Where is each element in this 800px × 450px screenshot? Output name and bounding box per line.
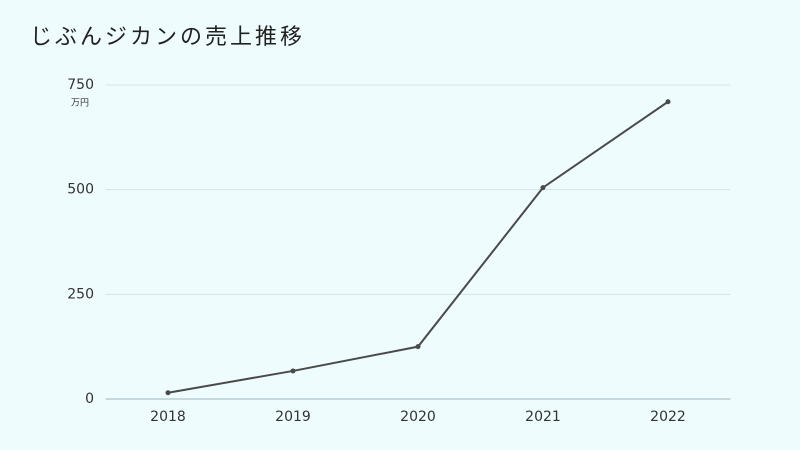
y-tick-label: 500 <box>67 182 94 198</box>
x-tick-label: 2019 <box>275 409 311 425</box>
x-tick-label: 2018 <box>150 409 186 425</box>
y-unit-label: 万円 <box>71 98 89 109</box>
y-tick-label: 0 <box>85 391 94 407</box>
y-tick-label: 250 <box>67 286 94 302</box>
data-point <box>290 368 296 374</box>
data-point <box>165 390 171 396</box>
x-tick-label: 2022 <box>650 409 686 425</box>
data-point <box>665 99 671 105</box>
data-point <box>540 185 546 191</box>
x-tick-label: 2020 <box>400 409 436 425</box>
chart-title: じぶんジカンの売上推移 <box>30 25 305 50</box>
y-tick-label: 750 <box>67 77 94 93</box>
x-tick-label: 2021 <box>525 409 561 425</box>
data-point <box>415 344 421 350</box>
